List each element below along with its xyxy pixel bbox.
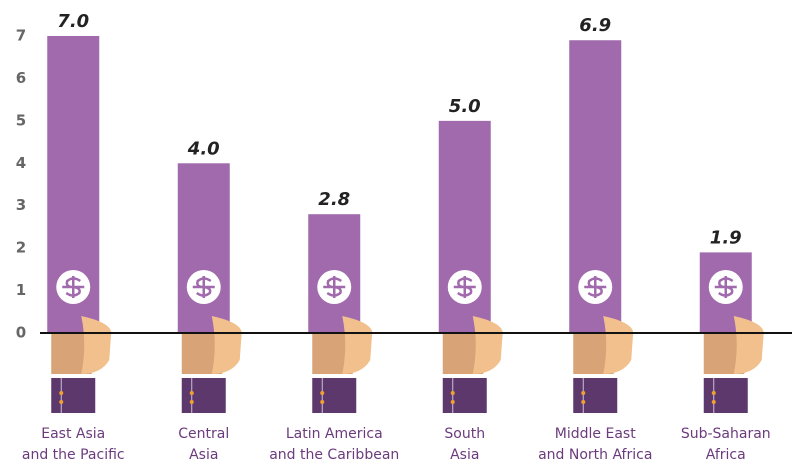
dollar-icon [578,270,612,304]
dollar-icon [56,270,90,304]
button [712,400,716,404]
value-label: 4.0 [187,138,220,159]
button [581,391,585,395]
button [712,391,716,395]
button [451,400,455,404]
y-tick-label: 0 [16,324,26,342]
cuff [704,378,748,413]
cuff [443,378,487,413]
button [59,391,63,395]
value-label: 5.0 [449,96,481,117]
dollar-icon [187,270,221,304]
y-tick-label: 3 [16,196,26,214]
dollar-icon [448,270,482,304]
chart: 0 1 2 3 4 5 6 7 7.0 East Asiaand the Pacific 4.0 Ce… [0,0,792,463]
cuff [182,378,226,413]
bar [178,163,230,333]
value-label: 7.0 [57,11,89,32]
button [581,400,585,404]
hand-thumb [473,316,503,374]
hand-thumb [342,316,372,374]
y-tick-label: 5 [16,111,26,129]
y-tick-label: 4 [16,154,26,172]
hand-thumb [81,316,111,374]
value-label: 1.9 [710,227,742,248]
hand-thumb [734,316,764,374]
y-tick-label: 2 [16,239,26,257]
y-tick-label: 7 [16,27,26,45]
button [190,391,194,395]
cuff [312,378,356,413]
value-label: 6.9 [579,15,611,36]
dollar-icon [709,270,743,304]
button [59,400,63,404]
button [190,400,194,404]
hand-thumb [212,316,242,374]
button [320,391,324,395]
dollar-icon [317,270,351,304]
y-tick-label: 6 [16,69,26,87]
y-tick-label: 1 [16,281,26,299]
button [320,400,324,404]
button [451,391,455,395]
cuff [573,378,617,413]
hand-thumb [603,316,633,374]
cuff [51,378,95,413]
value-label: 2.8 [318,189,350,210]
